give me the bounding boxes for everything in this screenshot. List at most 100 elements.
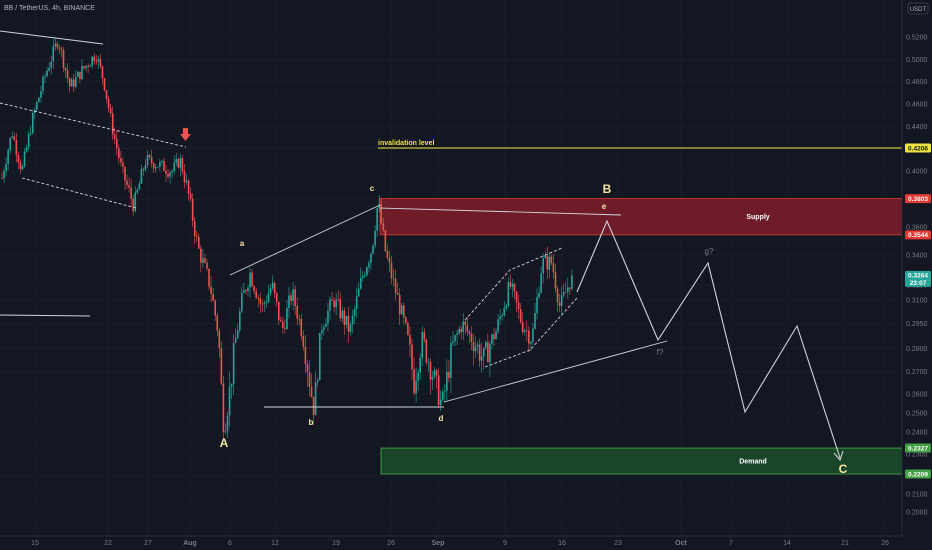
candle-body: [243, 290, 245, 293]
candle-body: [77, 71, 79, 78]
candle-body: [87, 65, 89, 67]
time-axis[interactable]: 15 22 27 Aug 6 12 19 26 Sep 9 16 23 Oct 7 14 21 26: [31, 540, 889, 547]
time-tick-label: Oct: [675, 540, 687, 547]
zones: Supply Demand invalidation level: [378, 140, 903, 475]
candle-body: [343, 310, 346, 325]
candle-body: [542, 258, 544, 274]
candle-body: [175, 159, 178, 163]
candle-body: [109, 108, 112, 114]
candle-body: [439, 399, 442, 406]
candle-body: [5, 163, 7, 171]
candle-body: [327, 310, 329, 324]
currency-badge-box[interactable]: [907, 2, 929, 15]
candle-body: [292, 289, 294, 301]
candle-body: [339, 299, 342, 319]
currency-badge[interactable]: USDT: [910, 7, 927, 13]
candle-body: [396, 292, 399, 295]
candle-body: [267, 293, 270, 302]
candle-body: [103, 78, 106, 91]
trendline-d-f: [443, 340, 668, 403]
candle-body: [417, 372, 419, 381]
candle-body: [167, 173, 169, 177]
candle-body: [228, 386, 231, 416]
candle-body: [302, 336, 305, 347]
tag-current-price-countdown: 23:07: [910, 280, 927, 287]
time-tick-label: 9: [503, 540, 507, 547]
candle-body: [546, 255, 549, 270]
time-tick-label: 15: [31, 540, 39, 547]
symbol-title: BB / TetherUS, 4h, BINANCE: [4, 5, 95, 12]
candle-body: [337, 299, 339, 301]
price-tick-label: 0.2950: [906, 321, 928, 328]
candle-body: [222, 383, 225, 433]
horizontal-line: [0, 314, 91, 317]
time-tick-label: 27: [144, 540, 152, 547]
candles: [1, 38, 573, 440]
wave-label-b: b: [309, 418, 314, 427]
candle-body: [470, 333, 473, 343]
candle-body: [325, 323, 327, 327]
down-arrow-head: [180, 134, 191, 141]
candle-body: [331, 299, 333, 301]
candle-body: [163, 160, 165, 171]
time-tick-label: 7: [729, 540, 733, 547]
candle-body: [333, 300, 335, 308]
candle-body: [185, 180, 188, 183]
candle-body: [50, 61, 52, 68]
candle-body: [528, 330, 530, 344]
drawings[interactable]: [0, 30, 844, 462]
candle-body: [569, 287, 571, 289]
candle-body: [54, 43, 57, 47]
candle-body: [472, 342, 475, 352]
candle-body: [415, 380, 417, 394]
candle-body: [341, 310, 344, 319]
candle-body: [140, 168, 143, 184]
candle-body: [437, 375, 440, 406]
time-axis-bg[interactable]: [0, 536, 932, 550]
candle-body: [462, 321, 465, 333]
candle-body: [454, 334, 456, 342]
price-tick-label: 0.2100: [906, 492, 928, 499]
candle-body: [81, 66, 83, 80]
candle-body: [204, 258, 206, 263]
price-tick-label: 0.3600: [906, 225, 928, 232]
candle-body: [95, 61, 98, 62]
candle-body: [99, 58, 102, 67]
candle-body: [249, 272, 251, 288]
candle-body: [487, 342, 489, 363]
candle-body: [448, 371, 450, 378]
candle-body: [206, 262, 208, 269]
candle-body: [232, 342, 235, 384]
candle-body: [191, 198, 194, 221]
candle-body: [405, 317, 407, 323]
triangle-lower-dashed: [484, 297, 578, 368]
candle-body: [60, 48, 63, 50]
candle-body: [38, 97, 40, 103]
candle-body: [195, 235, 198, 237]
price-tick-label: 0.4400: [906, 124, 928, 131]
candle-body: [273, 282, 276, 293]
candle-body: [316, 380, 319, 383]
candle-body: [441, 391, 444, 400]
candle-body: [218, 330, 221, 349]
candle-body: [89, 65, 91, 67]
candle-body: [482, 347, 485, 357]
tag-supply-bottom-box: [905, 230, 931, 240]
candle-body: [36, 102, 38, 110]
candle-body: [130, 187, 132, 199]
candle-body: [226, 415, 229, 432]
candle-body: [198, 236, 200, 249]
candle-body: [70, 79, 73, 87]
candle-body: [101, 66, 104, 79]
candle-body: [368, 262, 370, 268]
candle-body: [17, 154, 20, 163]
candle-body: [376, 208, 378, 231]
candle-body: [142, 168, 145, 170]
candle-body: [79, 71, 81, 80]
wave-label-A: A: [220, 436, 229, 450]
candle-body: [183, 171, 186, 183]
channel-mid-dashed: [0, 102, 187, 148]
candle-body: [300, 318, 303, 337]
